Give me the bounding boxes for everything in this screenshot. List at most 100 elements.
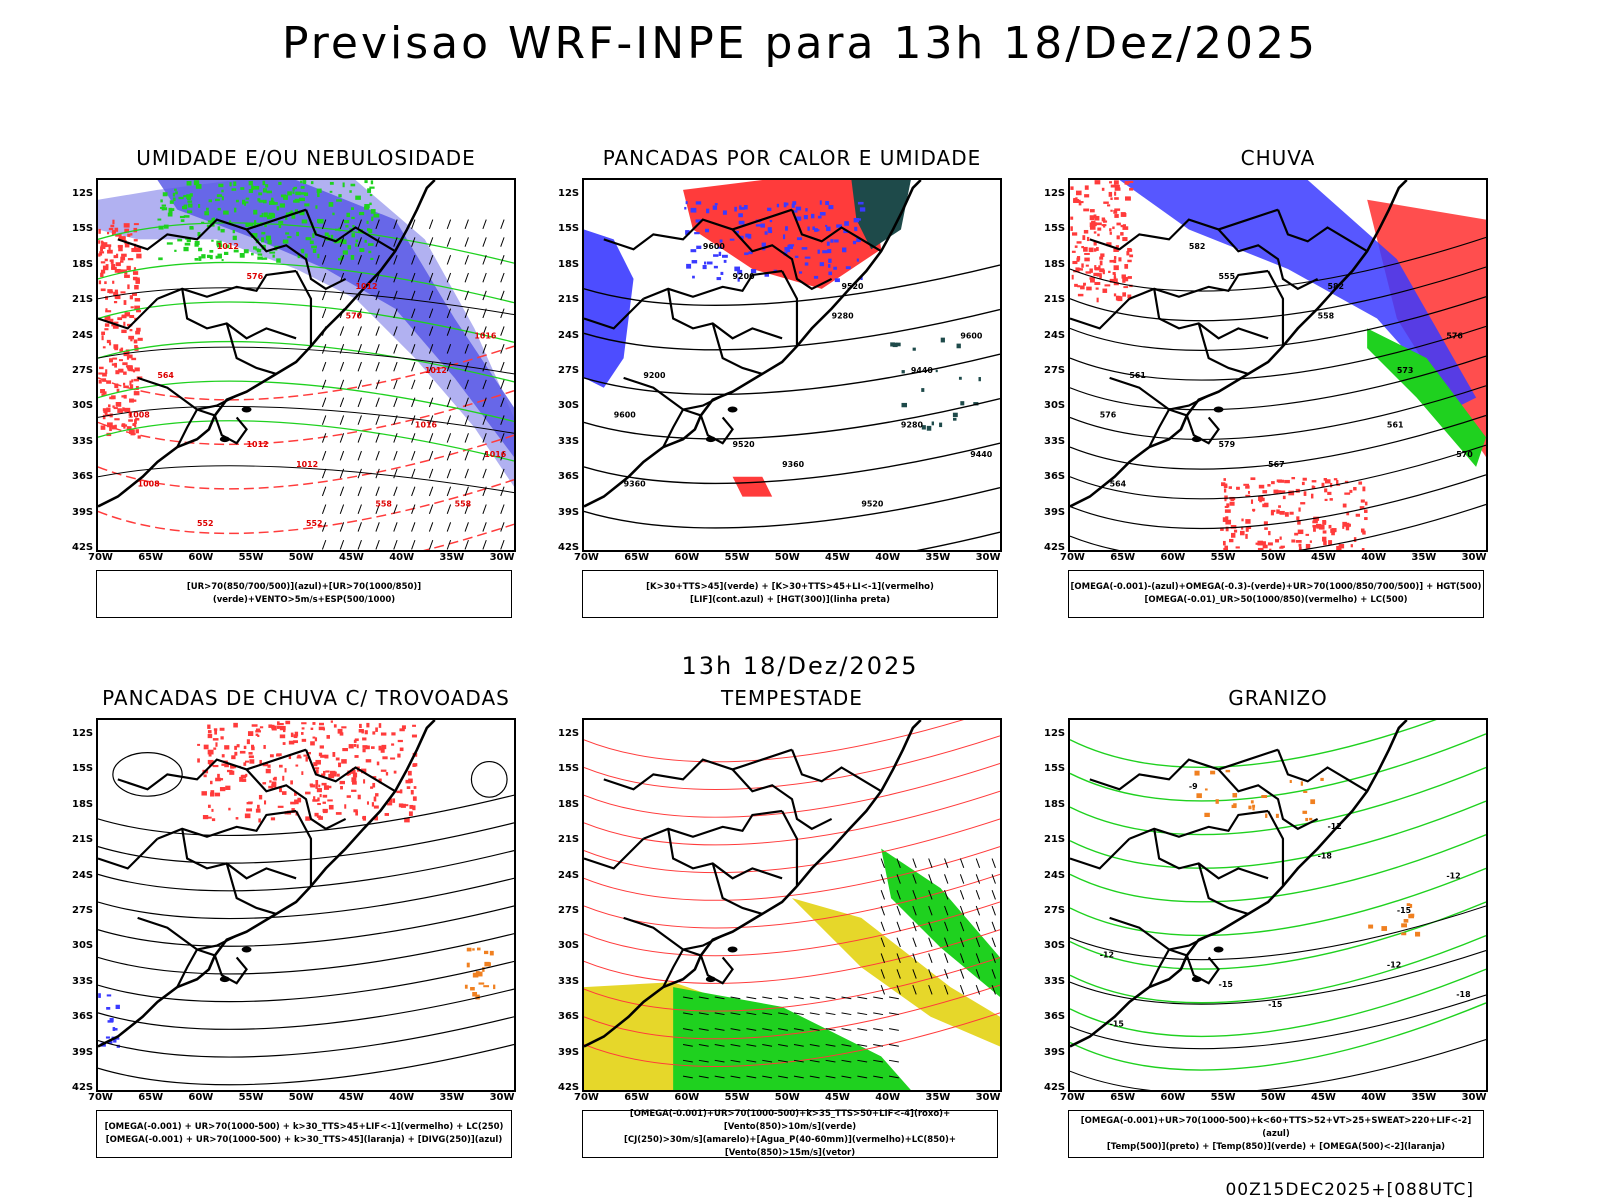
rain-speck — [1113, 282, 1119, 286]
storm-speck — [338, 762, 342, 768]
rain-speck — [1096, 273, 1102, 277]
lif-speck — [764, 273, 770, 277]
storm-speck — [413, 786, 417, 789]
lc850-streamline — [584, 720, 964, 763]
rain-speck — [1084, 194, 1090, 198]
latitude-label: 18S — [72, 258, 94, 270]
wind-vector — [393, 237, 398, 247]
panel-legend: [K>30+TTS>45](verde) + [K>30+TTS>45+LI<-… — [582, 570, 998, 618]
humidity-speck — [330, 234, 334, 239]
humidity-speck — [133, 369, 136, 373]
humidity-speck — [329, 190, 333, 193]
rain-speck — [1093, 231, 1097, 234]
rain-speck — [1328, 540, 1333, 545]
longitude-label: 35W — [439, 552, 465, 563]
storm-speck — [339, 732, 344, 736]
wind-vector — [880, 874, 885, 884]
storm-speck — [375, 793, 379, 797]
lif-speck — [714, 203, 718, 206]
longitude-label: 55W — [724, 1092, 750, 1103]
rain-speck — [1221, 482, 1226, 487]
storm-speck — [263, 800, 267, 805]
humidity-speck — [287, 236, 292, 239]
rain-speck — [1336, 545, 1342, 550]
wind-vector — [896, 874, 901, 884]
humidity-speck — [98, 228, 101, 234]
longitude-label: 35W — [1411, 1092, 1437, 1103]
wind-vector — [464, 397, 469, 408]
storm-speck — [210, 790, 215, 794]
rain-speck — [1361, 548, 1365, 550]
hail-speck — [1381, 926, 1388, 931]
wind-vector — [928, 874, 933, 884]
storm-speck — [370, 786, 374, 789]
lif-speck — [819, 262, 825, 267]
storm-speck — [318, 752, 323, 757]
wind-vector — [375, 433, 380, 443]
humidity-speck — [121, 329, 127, 334]
wind-vector — [825, 1028, 836, 1031]
border-line — [1267, 270, 1285, 347]
storm-speck — [478, 971, 483, 977]
border-line — [1148, 408, 1188, 448]
humidity-speck — [194, 258, 199, 261]
humidity-speck — [174, 188, 177, 191]
humidity-speck — [269, 251, 276, 254]
rain-speck — [1113, 248, 1119, 252]
lif-speck — [737, 277, 740, 282]
storm-speck — [406, 786, 411, 789]
rain-speck — [1261, 541, 1266, 545]
humidity-speck — [158, 225, 164, 230]
rain-speck — [1080, 285, 1085, 290]
wind-vector — [928, 921, 933, 932]
hail-speck — [1204, 788, 1208, 791]
storm-speck — [220, 736, 224, 740]
wind-vector — [428, 361, 434, 372]
storm-speck — [352, 772, 358, 778]
convection-speck — [892, 342, 898, 348]
rain-speck — [1114, 187, 1121, 191]
wind-vector — [873, 1044, 884, 1047]
lif-speck — [828, 258, 832, 263]
wind-vector — [339, 237, 345, 247]
rain-speck — [1090, 278, 1095, 283]
storm-speck — [242, 779, 247, 782]
wind-vector — [928, 889, 933, 900]
humidity-speck — [296, 231, 299, 237]
humidity-speck — [106, 380, 112, 384]
storm-speck — [350, 769, 356, 774]
storm-speck — [317, 802, 321, 806]
rain-speck — [1094, 248, 1097, 252]
rain-speck — [1275, 539, 1280, 543]
hgt500-contour — [1070, 385, 1486, 441]
humidity-speck — [264, 224, 267, 228]
storm-speck — [297, 754, 301, 758]
border-line — [1089, 208, 1279, 251]
storm-speck — [396, 790, 401, 794]
humidity-speck — [133, 239, 138, 242]
lif-speck — [828, 264, 831, 268]
storm-speck — [474, 973, 477, 976]
humidity-speck — [126, 426, 132, 430]
panel-title: UMIDADE E/OU NEBULOSIDADE — [136, 146, 476, 170]
rain-speck — [1324, 498, 1328, 502]
humidity-core — [157, 180, 514, 458]
storm-speck — [301, 722, 307, 725]
border-line — [790, 209, 882, 253]
storm-speck — [305, 757, 308, 762]
rain-speck — [1271, 509, 1276, 513]
wind-vector — [411, 290, 416, 301]
wind-vector — [500, 361, 505, 372]
storm-speck — [229, 764, 234, 767]
storm-speck — [279, 764, 283, 768]
humidity-speck — [311, 245, 317, 249]
humidity-speck — [102, 242, 108, 248]
rain-speck — [1364, 501, 1368, 506]
wind-vector — [428, 379, 434, 390]
storm-speck — [359, 723, 362, 729]
wind-vector — [825, 1044, 836, 1047]
humidity-speck — [367, 188, 372, 193]
lif-speck — [836, 224, 842, 228]
storm-speck — [412, 763, 416, 767]
humidity-speck — [134, 345, 138, 348]
